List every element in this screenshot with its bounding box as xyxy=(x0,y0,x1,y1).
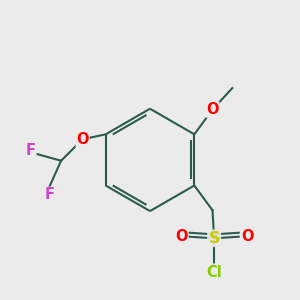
Text: O: O xyxy=(175,229,188,244)
Text: F: F xyxy=(26,143,36,158)
Text: O: O xyxy=(241,229,253,244)
Text: S: S xyxy=(208,231,220,246)
Text: F: F xyxy=(44,187,55,202)
Text: O: O xyxy=(206,102,219,117)
Text: Cl: Cl xyxy=(206,265,222,280)
Text: O: O xyxy=(76,132,89,147)
